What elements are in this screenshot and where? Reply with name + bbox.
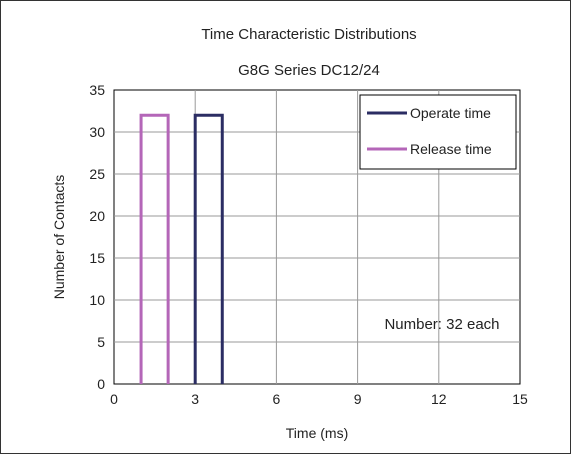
- chart-title: Time Characteristic Distributions: [201, 26, 416, 43]
- x-tick-label: 15: [512, 391, 528, 407]
- y-tick-label: 30: [89, 124, 105, 140]
- legend-label-release: Release time: [410, 141, 492, 157]
- axis-ticks: 0 3 6 9 12 15 0 5 10 15 20 25 30 35: [89, 82, 528, 407]
- data-marks: [139, 113, 224, 384]
- y-tick-label: 0: [97, 376, 105, 392]
- x-tick-label: 9: [354, 391, 362, 407]
- y-tick-label: 35: [89, 82, 105, 98]
- x-tick-label: 3: [191, 391, 199, 407]
- x-tick-label: 12: [431, 391, 447, 407]
- operate-time-bar: [193, 113, 224, 384]
- x-tick-label: 6: [273, 391, 281, 407]
- y-tick-label: 15: [89, 250, 105, 266]
- chart-subtitle: G8G Series DC12/24: [238, 62, 380, 79]
- y-tick-label: 10: [89, 292, 105, 308]
- release-time-bar: [139, 113, 170, 384]
- y-tick-label: 20: [89, 208, 105, 224]
- x-tick-label: 0: [110, 391, 118, 407]
- y-axis-label: Number of Contacts: [51, 175, 67, 300]
- y-tick-label: 5: [97, 334, 105, 350]
- legend: Operate time Release time: [359, 94, 517, 170]
- legend-label-operate: Operate time: [410, 105, 491, 121]
- legend-box: [359, 94, 517, 170]
- x-axis-label: Time (ms): [286, 425, 348, 441]
- chart-annotation: Number: 32 each: [384, 316, 499, 333]
- y-tick-label: 25: [89, 166, 105, 182]
